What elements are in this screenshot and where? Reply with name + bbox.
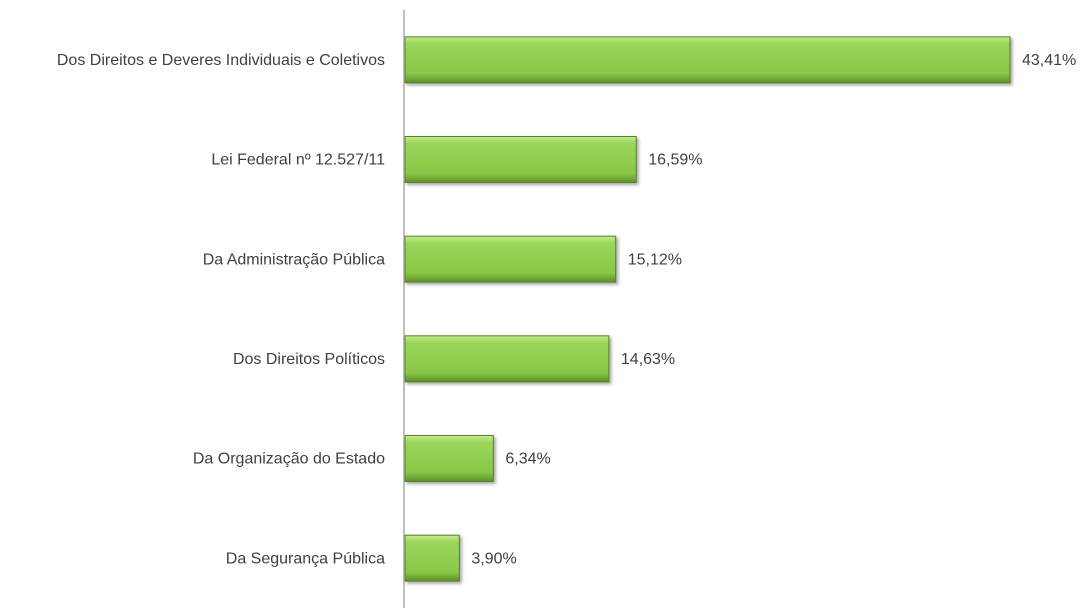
bar bbox=[404, 534, 460, 582]
value-label: 15,12% bbox=[628, 251, 682, 268]
value-label: 14,63% bbox=[621, 351, 675, 368]
bar bbox=[404, 335, 610, 383]
bar bbox=[404, 136, 637, 183]
value-label: 16,59% bbox=[648, 152, 702, 169]
category-label: Da Administração Pública bbox=[203, 251, 385, 268]
category-label: Da Organização do Estado bbox=[193, 451, 385, 468]
category-label: Dos Direitos e Deveres Individuais e Col… bbox=[57, 52, 385, 69]
category-label: Dos Direitos Políticos bbox=[233, 351, 385, 368]
bar bbox=[404, 36, 1011, 84]
value-label: 3,90% bbox=[471, 550, 516, 567]
value-label: 43,41% bbox=[1022, 52, 1076, 69]
bar bbox=[404, 235, 617, 283]
bar bbox=[404, 435, 494, 482]
value-label: 6,34% bbox=[505, 451, 550, 468]
category-label: Da Segurança Pública bbox=[226, 550, 385, 567]
category-label: Lei Federal nº 12.527/11 bbox=[211, 152, 385, 169]
